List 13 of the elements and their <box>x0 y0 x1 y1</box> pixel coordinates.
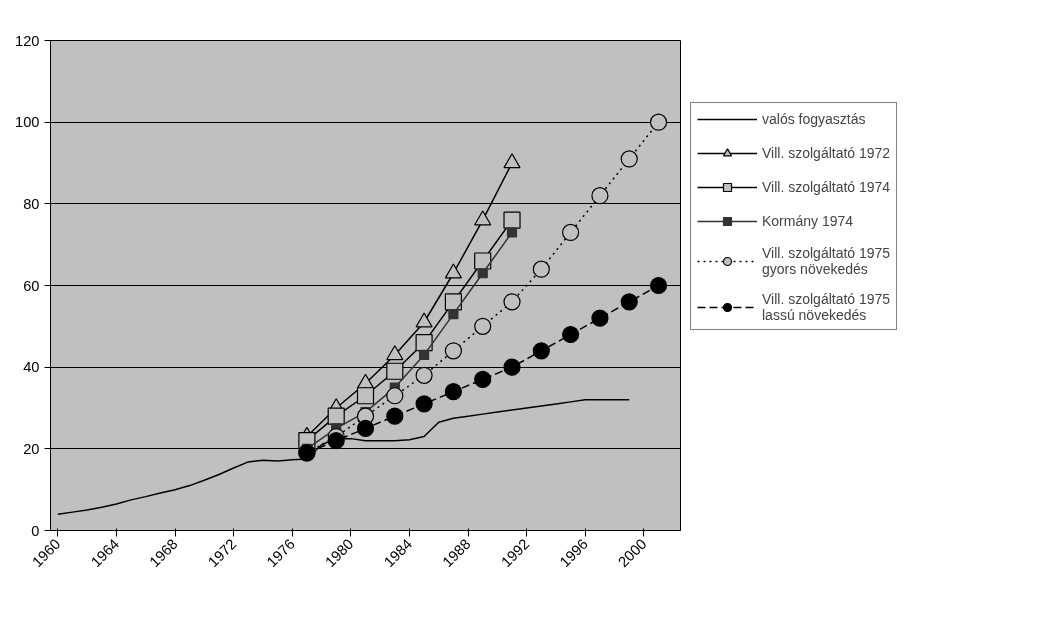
legend-label: Kormány 1974 <box>762 212 854 230</box>
y-tick-label: 20 <box>23 440 40 457</box>
legend-label: Vill. szolgáltató 1975 gyors növekedés <box>762 245 891 277</box>
y-tick-label: 0 <box>31 522 40 539</box>
y-tick-label: 40 <box>23 359 40 376</box>
y-tick-label: 120 <box>15 32 40 49</box>
legend-label: Vill. szolgáltató 1974 <box>762 178 891 196</box>
legend-label: Vill. szolgáltató 1972 <box>762 144 891 162</box>
y-tick-label: 80 <box>23 195 40 212</box>
y-tick-label: 60 <box>23 277 40 294</box>
legend-label: valós fogyasztás <box>762 110 866 128</box>
y-tick-label: 100 <box>15 114 40 131</box>
legend-label: Vill. szolgáltató 1975 lassú növekedés <box>762 291 891 323</box>
